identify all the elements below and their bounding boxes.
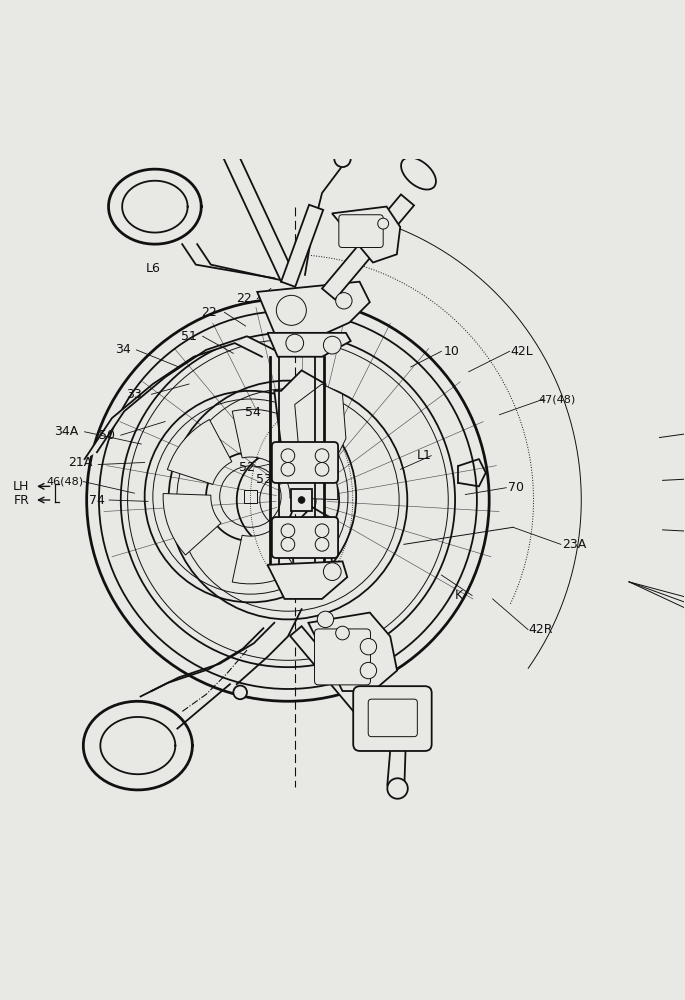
Circle shape [298,497,305,503]
Circle shape [234,686,247,699]
Polygon shape [167,419,232,484]
Text: 51: 51 [181,330,197,343]
Text: 34A: 34A [54,425,78,438]
FancyBboxPatch shape [272,517,338,558]
Polygon shape [291,507,332,596]
Polygon shape [235,336,274,357]
Polygon shape [279,438,338,500]
Circle shape [360,638,377,655]
Polygon shape [290,626,380,730]
Polygon shape [163,494,221,555]
Text: 22: 22 [236,292,251,305]
Text: L1: L1 [417,449,432,462]
Circle shape [323,563,341,581]
Text: 53: 53 [256,473,272,486]
Polygon shape [258,282,370,335]
Text: LH: LH [12,480,29,493]
Polygon shape [153,350,206,384]
Text: 34: 34 [115,343,131,356]
FancyBboxPatch shape [339,215,383,248]
Text: 52: 52 [239,461,255,474]
FancyBboxPatch shape [369,699,417,737]
Ellipse shape [401,158,436,190]
Text: 42R: 42R [528,623,553,636]
Text: 21A: 21A [68,456,92,469]
Polygon shape [322,194,414,299]
Text: 46(48): 46(48) [47,477,84,487]
Text: 50: 50 [99,429,115,442]
Circle shape [387,778,408,799]
Circle shape [334,151,351,167]
Bar [245,490,257,503]
Polygon shape [267,333,351,357]
Circle shape [281,449,295,462]
Circle shape [377,218,388,229]
Polygon shape [232,409,297,463]
Text: 47(48): 47(48) [539,394,576,404]
Polygon shape [232,530,297,584]
Text: 42L: 42L [510,345,534,358]
Text: 70: 70 [508,481,525,494]
Polygon shape [218,139,295,282]
Text: 10: 10 [444,345,460,358]
Text: L6: L6 [146,262,161,275]
Circle shape [315,538,329,551]
Text: FR: FR [14,494,29,507]
Polygon shape [85,411,124,459]
FancyBboxPatch shape [272,442,338,483]
Text: 74: 74 [89,494,105,507]
Bar [290,489,312,511]
Circle shape [281,538,295,551]
Circle shape [286,334,303,352]
Text: K: K [454,589,462,602]
Polygon shape [112,377,165,418]
Circle shape [323,336,341,354]
Polygon shape [267,561,347,599]
Circle shape [317,611,334,628]
Text: 23A: 23A [562,538,586,551]
Polygon shape [295,384,346,480]
Text: 33: 33 [127,388,142,401]
Circle shape [315,524,329,538]
Polygon shape [308,613,397,691]
Polygon shape [332,207,400,263]
FancyBboxPatch shape [353,686,432,751]
Text: 22: 22 [201,306,217,319]
Polygon shape [281,205,323,287]
Polygon shape [274,370,329,473]
Text: 54: 54 [245,406,260,419]
Polygon shape [194,336,247,357]
Circle shape [336,293,352,309]
FancyBboxPatch shape [314,629,371,685]
Circle shape [315,462,329,476]
Circle shape [315,449,329,462]
Circle shape [281,524,295,538]
Circle shape [281,462,295,476]
Circle shape [336,626,349,640]
Circle shape [360,662,377,679]
